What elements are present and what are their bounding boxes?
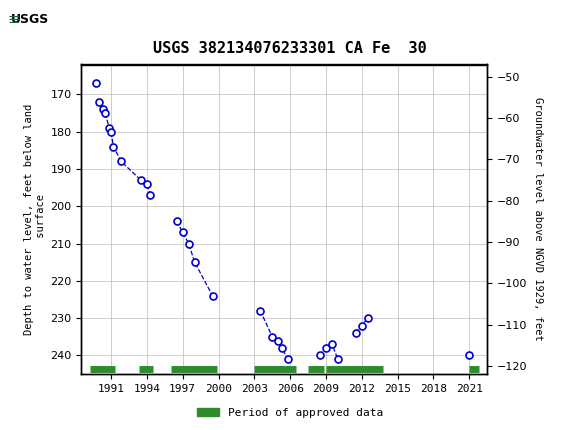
Text: USGS 382134076233301 CA Fe  30: USGS 382134076233301 CA Fe 30 <box>153 41 427 56</box>
Legend: Period of approved data: Period of approved data <box>193 403 387 422</box>
Y-axis label: Depth to water level, feet below land
 surface: Depth to water level, feet below land su… <box>24 104 46 335</box>
FancyBboxPatch shape <box>3 3 58 37</box>
Y-axis label: Groundwater level above NGVD 1929, feet: Groundwater level above NGVD 1929, feet <box>533 98 543 341</box>
Text: ≡: ≡ <box>7 12 20 27</box>
Text: USGS: USGS <box>11 13 49 26</box>
